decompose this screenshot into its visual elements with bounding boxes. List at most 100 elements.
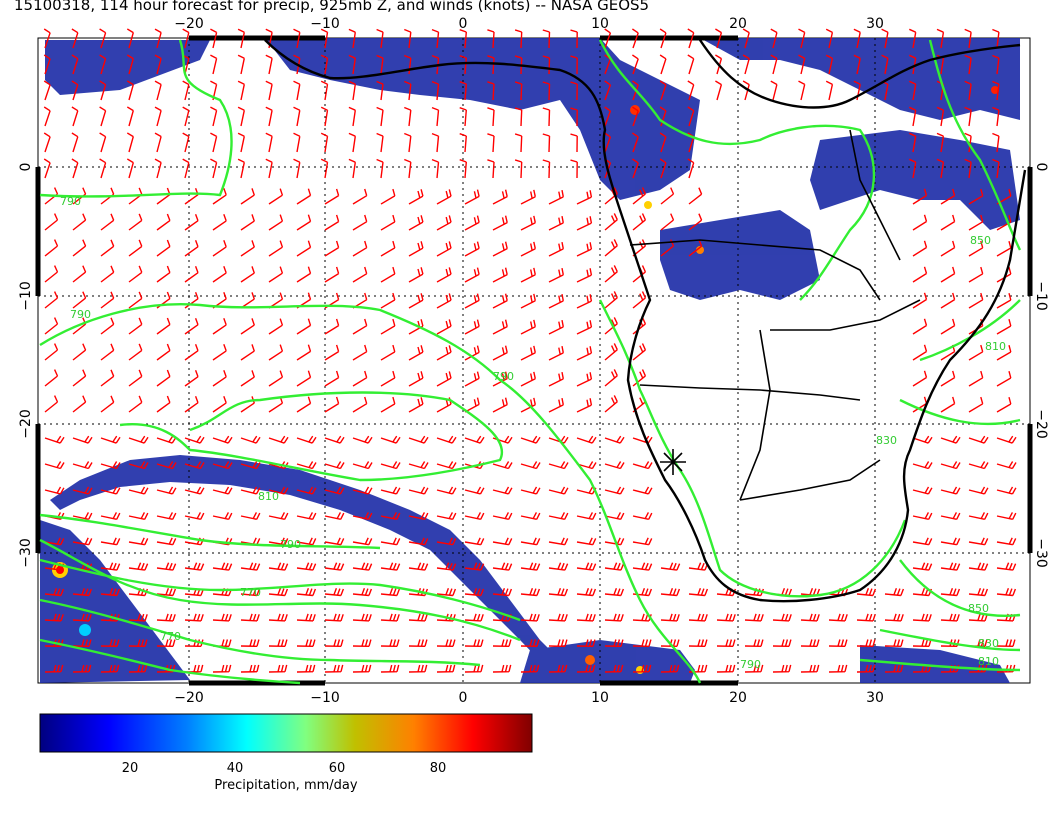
wind-barb (128, 435, 149, 444)
wind-barb (72, 291, 87, 309)
contour-label: 790 (740, 658, 761, 671)
wind-barb (296, 613, 316, 622)
wind-barb (43, 158, 51, 179)
wind-barb (659, 132, 667, 153)
wind-barb (210, 158, 218, 179)
wind-barb (604, 435, 625, 444)
wind-barb (770, 28, 778, 49)
wind-barb (856, 639, 876, 647)
wind-barb (72, 486, 93, 495)
wind-barb (687, 158, 695, 179)
wind-barb (100, 435, 121, 444)
wind-barb (44, 369, 59, 387)
wind-barb (912, 486, 933, 495)
wind-barb (156, 369, 171, 387)
wind-barb (464, 613, 484, 622)
wind-barb (100, 213, 115, 231)
wind-barb (520, 293, 536, 309)
wind-barb (992, 54, 1000, 75)
y-tick-label: −10 (1033, 281, 1049, 311)
wind-barb (240, 639, 260, 647)
wind-barb (436, 371, 452, 387)
x-tick-label: 0 (459, 690, 468, 706)
wind-barb (324, 435, 345, 444)
wind-barb (184, 512, 205, 520)
y-axis-right: 0 −10 −20 −30 (1033, 163, 1049, 568)
wind-barb (237, 28, 245, 49)
wind-barb (352, 188, 368, 205)
wind-barb (800, 664, 820, 673)
wind-barb (72, 343, 87, 361)
wind-barb (380, 396, 396, 413)
wind-barb (128, 486, 149, 495)
wind-barb (184, 461, 205, 470)
wind-barb (156, 395, 171, 413)
wind-barb (156, 461, 177, 470)
wind-barb (940, 512, 961, 520)
wind-barb (324, 396, 340, 413)
wind-barb (660, 213, 675, 231)
wind-barb (44, 343, 59, 361)
wind-barb (688, 639, 708, 647)
wind-barb (380, 318, 396, 335)
coastlines (264, 39, 1027, 603)
wind-barb (715, 80, 723, 101)
wind-barb (380, 214, 396, 231)
country-borders (629, 129, 921, 501)
wind-barb (212, 266, 227, 283)
contour-label: 770 (240, 586, 261, 599)
wind-barb (43, 28, 51, 49)
wind-barb (436, 562, 457, 571)
wind-barb (576, 664, 596, 673)
wind-barb (520, 345, 536, 361)
wind-barb (570, 107, 578, 127)
wind-barb (604, 613, 624, 622)
wind-barb (520, 241, 536, 257)
wind-barb (265, 80, 273, 101)
wind-barb (492, 267, 508, 283)
wind-barb (100, 265, 115, 283)
wind-barb (716, 664, 736, 673)
wind-barb (408, 664, 428, 673)
wind-barb (604, 512, 625, 520)
wind-barb (126, 158, 134, 179)
wind-barb (100, 664, 120, 673)
wind-barb (576, 562, 597, 571)
wind-barb (44, 265, 59, 283)
wind-barb (324, 344, 340, 361)
wind-barb (828, 613, 848, 622)
colorbar-gradient (39, 713, 533, 753)
wind-barb (212, 370, 227, 387)
wind-barb (940, 370, 956, 387)
wind-barb (352, 461, 373, 470)
wind-barb (912, 344, 928, 361)
wind-barb (604, 639, 624, 647)
wind-barb (380, 370, 396, 387)
wind-barb (268, 613, 288, 622)
wind-barb (240, 512, 261, 520)
wind-barb (408, 241, 424, 257)
wind-barb (659, 54, 667, 75)
wind-barb (268, 318, 284, 335)
wind-barb (576, 372, 593, 387)
wind-barb (128, 664, 148, 673)
wind-barb (408, 371, 424, 387)
wind-barb (184, 562, 205, 571)
wind-barb (380, 188, 396, 205)
wind-barb (182, 106, 190, 127)
wind-barb (660, 187, 675, 205)
wind-barb (576, 588, 597, 597)
x-tick-label: 0 (459, 16, 468, 32)
axis-edge-segments (35, 35, 1033, 686)
wind-barb (514, 107, 523, 127)
x-axis-bottom: −20 −10 0 10 20 30 (174, 690, 884, 706)
wind-barb (856, 613, 876, 622)
wind-barb (576, 537, 597, 546)
wind-barb (436, 512, 457, 520)
wind-barb (320, 158, 329, 179)
wind-barb (240, 486, 261, 495)
wind-barb (296, 562, 317, 571)
wind-barb (936, 158, 945, 179)
wind-barb (348, 54, 356, 75)
wind-barb (296, 214, 312, 231)
